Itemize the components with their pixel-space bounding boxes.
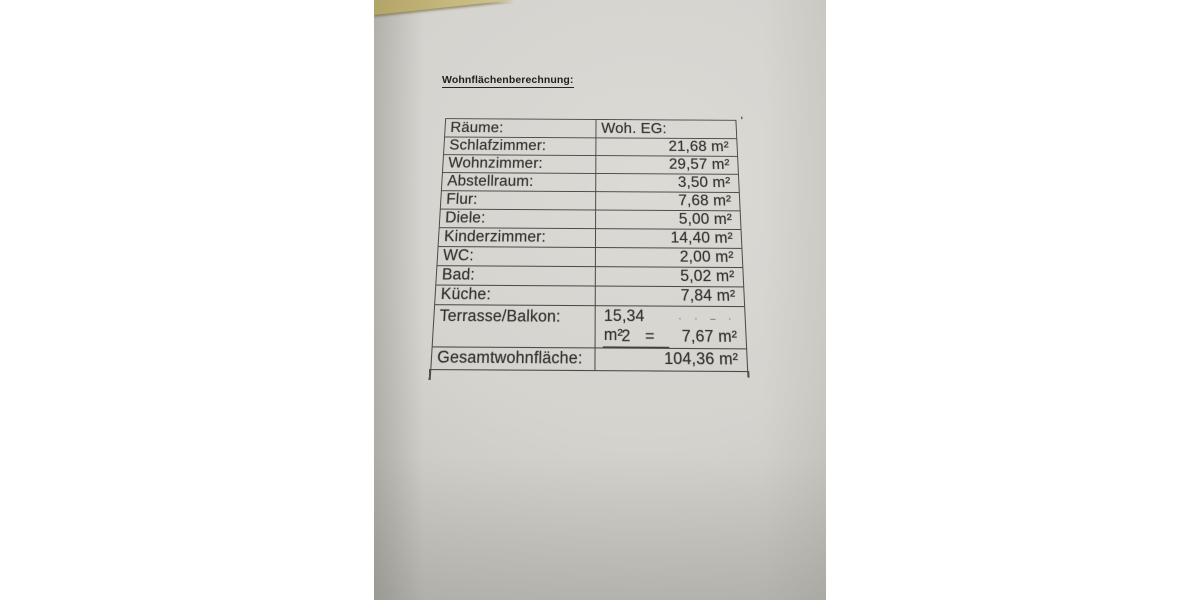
document-title: Wohnflächenberechnung:	[442, 74, 574, 88]
room-label-cell: Diele:	[439, 209, 597, 229]
table-row: Kinderzimmer: 14,40 m²	[438, 227, 742, 248]
room-label: Küche:	[440, 285, 492, 304]
table-line-tail-left	[428, 369, 432, 380]
room-value: 3,50 m²	[677, 174, 731, 191]
room-value-cell: 7,84 m²	[596, 287, 744, 307]
room-value: 5,02 m²	[680, 267, 736, 286]
room-label-cell: Wohnzimmer:	[442, 155, 597, 173]
table-row: Wohnzimmer: 29,57 m²	[442, 154, 738, 174]
room-label: Schlafzimmer:	[448, 137, 547, 154]
total-value-cell: 104,36 m²	[596, 348, 748, 371]
room-label: Abstellraum:	[446, 173, 534, 190]
room-value-cell: 3,50 m²	[596, 174, 739, 192]
room-value-cell: 5,02 m²	[596, 267, 743, 286]
table-row: Flur: 7,68 m²	[440, 190, 740, 211]
area-table: ' Räume: Woh. EG: Schlafzimmer: 21,68 m²	[428, 115, 750, 380]
rooms-table: Räume: Woh. EG: Schlafzimmer: 21,68 m² W…	[430, 118, 749, 373]
room-value-cell: 29,57 m²	[596, 156, 738, 174]
room-label: Terrasse/Balkon:	[439, 307, 561, 326]
table-row: WC: 2,00 m²	[437, 246, 743, 268]
room-value: 14,40 m²	[670, 229, 734, 247]
table-row: Schlafzimmer: 21,68 m²	[444, 136, 738, 156]
header-rooms-cell: Räume:	[445, 119, 597, 138]
fraction-line: 15,34 m² · · – ·	[601, 307, 737, 348]
room-label-cell: Bad:	[436, 266, 596, 286]
total-label-cell: Gesamtwohnfläche:	[431, 347, 596, 371]
room-value: 21,68 m²	[668, 138, 730, 155]
desk-edge	[374, 0, 514, 15]
total-label: Gesamtwohnfläche:	[436, 348, 583, 368]
room-value-cell: 21,68 m²	[596, 138, 737, 156]
document-page: Wohnflächenberechnung: ' Räume: Woh. EG:…	[374, 0, 826, 600]
room-value: 29,57 m²	[668, 156, 731, 173]
terrasse-value-cell: 15,34 m² · · – · 2 = 7,67 m²	[596, 306, 746, 348]
pen-dots: · · – ·	[678, 312, 737, 324]
room-label: Diele:	[444, 209, 486, 227]
terrasse-row: Terrasse/Balkon: 15,34 m² · · – · 2 = 7,…	[432, 304, 747, 349]
room-value: 5,00 m²	[678, 210, 733, 228]
table-row: Bad: 5,02 m²	[436, 265, 744, 287]
room-value: 2,00 m²	[679, 248, 735, 266]
room-label: Bad:	[441, 266, 476, 284]
photo-of-document: Wohnflächenberechnung: ' Räume: Woh. EG:…	[374, 0, 826, 600]
divisor: 2	[621, 327, 631, 346]
equals-sign: =	[644, 327, 655, 346]
room-value-cell: 14,40 m²	[596, 229, 741, 248]
total-value: 104,36 m²	[663, 349, 739, 369]
header-unit-cell: Woh. EG:	[596, 120, 736, 138]
table-row: Diele: 5,00 m²	[439, 208, 741, 230]
room-value: 7,84 m²	[680, 287, 736, 305]
half-value: 7,67 m²	[681, 327, 738, 347]
room-value-cell: 7,68 m²	[596, 192, 739, 210]
pen-tick: '	[740, 115, 744, 127]
table-row: Abstellraum: 3,50 m²	[441, 172, 739, 192]
table-header-row: Räume: Woh. EG:	[445, 119, 736, 138]
room-value-cell: 2,00 m²	[596, 248, 742, 267]
room-label: Kinderzimmer:	[443, 228, 547, 246]
room-label-cell: Terrasse/Balkon:	[432, 305, 596, 348]
total-row: Gesamtwohnfläche: 104,36 m²	[431, 346, 748, 372]
room-label-cell: Flur:	[440, 191, 597, 210]
room-label: WC:	[442, 247, 475, 265]
table-line-tail-right	[747, 371, 750, 378]
room-label-cell: Kinderzimmer:	[438, 228, 597, 248]
room-label: Flur:	[445, 191, 478, 208]
header-unit-label: Woh. EG:	[601, 120, 667, 137]
room-label-cell: Abstellraum:	[441, 173, 597, 192]
division-line: 2 = 7,67 m²	[601, 327, 738, 347]
room-value-cell: 5,00 m²	[596, 210, 740, 229]
header-rooms-label: Räume:	[449, 119, 504, 136]
room-label: Wohnzimmer:	[447, 155, 543, 172]
table-row: Küche: 7,84 m²	[435, 284, 745, 307]
room-label-cell: Schlafzimmer:	[444, 137, 597, 156]
room-label-cell: WC:	[437, 247, 596, 267]
room-label-cell: Küche:	[435, 285, 596, 306]
room-value: 7,68 m²	[678, 192, 732, 210]
